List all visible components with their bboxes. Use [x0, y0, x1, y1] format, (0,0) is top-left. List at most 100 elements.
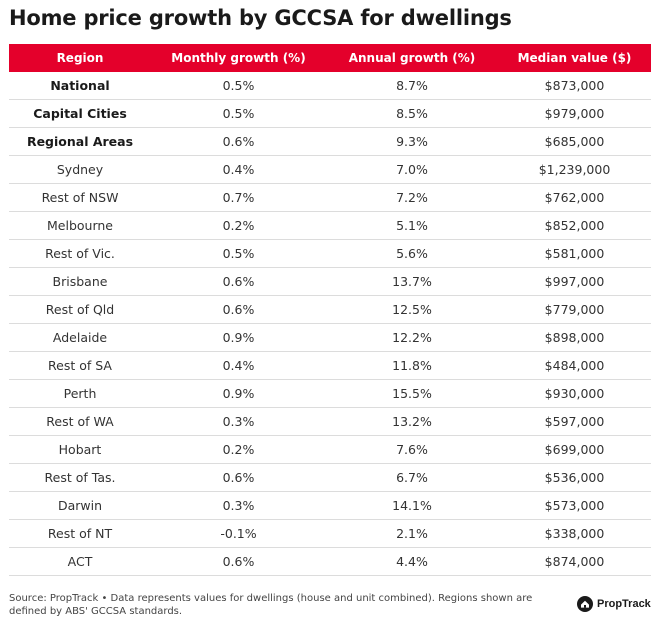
region-cell: National	[9, 72, 151, 100]
region-cell: Darwin	[9, 491, 151, 520]
annual-growth-cell: 7.6%	[326, 435, 498, 464]
table-row: Melbourne 0.2% 5.1% $852,000	[9, 211, 651, 240]
annual-growth-cell: 15.5%	[326, 379, 498, 408]
annual-growth-cell: 12.2%	[326, 323, 498, 352]
region-cell: Rest of WA	[9, 407, 151, 436]
monthly-growth-cell: 0.7%	[151, 183, 326, 212]
monthly-growth-cell: 0.6%	[151, 127, 326, 156]
annual-growth-cell: 14.1%	[326, 491, 498, 520]
table-row: Regional Areas 0.6% 9.3% $685,000	[9, 127, 651, 156]
column-header-annual-growth: Annual growth (%)	[326, 44, 498, 72]
annual-growth-cell: 12.5%	[326, 295, 498, 324]
table-row: Rest of NT -0.1% 2.1% $338,000	[9, 519, 651, 548]
median-value-cell: $581,000	[498, 239, 651, 268]
region-cell: Adelaide	[9, 323, 151, 352]
annual-growth-cell: 6.7%	[326, 463, 498, 492]
table-row: Rest of WA 0.3% 13.2% $597,000	[9, 407, 651, 436]
table-row: Rest of Tas. 0.6% 6.7% $536,000	[9, 463, 651, 492]
region-cell: Rest of SA	[9, 351, 151, 380]
annual-growth-cell: 11.8%	[326, 351, 498, 380]
monthly-growth-cell: 0.4%	[151, 351, 326, 380]
region-cell: ACT	[9, 547, 151, 576]
median-value-cell: $699,000	[498, 435, 651, 464]
median-value-cell: $536,000	[498, 463, 651, 492]
table-row: Brisbane 0.6% 13.7% $997,000	[9, 267, 651, 296]
table-row: Adelaide 0.9% 12.2% $898,000	[9, 323, 651, 352]
monthly-growth-cell: 0.9%	[151, 379, 326, 408]
table-row: Hobart 0.2% 7.6% $699,000	[9, 435, 651, 464]
monthly-growth-cell: 0.6%	[151, 547, 326, 576]
region-cell: Rest of NT	[9, 519, 151, 548]
annual-growth-cell: 7.2%	[326, 183, 498, 212]
table-row: Rest of NSW 0.7% 7.2% $762,000	[9, 183, 651, 212]
annual-growth-cell: 4.4%	[326, 547, 498, 576]
monthly-growth-cell: 0.5%	[151, 99, 326, 128]
annual-growth-cell: 7.0%	[326, 155, 498, 184]
median-value-cell: $597,000	[498, 407, 651, 436]
median-value-cell: $898,000	[498, 323, 651, 352]
column-header-region: Region	[9, 44, 151, 72]
region-cell: Perth	[9, 379, 151, 408]
monthly-growth-cell: 0.5%	[151, 239, 326, 268]
table-body: National 0.5% 8.7% $873,000 Capital Cities 0.…	[9, 72, 651, 576]
region-cell: Rest of NSW	[9, 183, 151, 212]
annual-growth-cell: 8.5%	[326, 99, 498, 128]
annual-growth-cell: 8.7%	[326, 72, 498, 100]
region-cell: Rest of Vic.	[9, 239, 151, 268]
monthly-growth-cell: 0.3%	[151, 407, 326, 436]
annual-growth-cell: 13.2%	[326, 407, 498, 436]
page-title: Home price growth by GCCSA for dwellings	[9, 6, 512, 30]
region-cell: Rest of Tas.	[9, 463, 151, 492]
annual-growth-cell: 2.1%	[326, 519, 498, 548]
region-cell: Sydney	[9, 155, 151, 184]
table-header-row: Region Monthly growth (%) Annual growth …	[9, 44, 651, 72]
monthly-growth-cell: 0.4%	[151, 155, 326, 184]
table-row: Rest of SA 0.4% 11.8% $484,000	[9, 351, 651, 380]
table-row: Rest of Qld 0.6% 12.5% $779,000	[9, 295, 651, 324]
median-value-cell: $997,000	[498, 267, 651, 296]
monthly-growth-cell: 0.9%	[151, 323, 326, 352]
region-cell: Rest of Qld	[9, 295, 151, 324]
table-row: Capital Cities 0.5% 8.5% $979,000	[9, 99, 651, 128]
median-value-cell: $930,000	[498, 379, 651, 408]
table-row: Rest of Vic. 0.5% 5.6% $581,000	[9, 239, 651, 268]
median-value-cell: $573,000	[498, 491, 651, 520]
median-value-cell: $874,000	[498, 547, 651, 576]
median-value-cell: $852,000	[498, 211, 651, 240]
table-header: Region Monthly growth (%) Annual growth …	[9, 44, 651, 72]
median-value-cell: $779,000	[498, 295, 651, 324]
monthly-growth-cell: 0.3%	[151, 491, 326, 520]
region-cell: Capital Cities	[9, 99, 151, 128]
annual-growth-cell: 13.7%	[326, 267, 498, 296]
monthly-growth-cell: 0.6%	[151, 295, 326, 324]
table-row: Darwin 0.3% 14.1% $573,000	[9, 491, 651, 520]
median-value-cell: $873,000	[498, 72, 651, 100]
monthly-growth-cell: 0.6%	[151, 267, 326, 296]
brand-name: PropTrack	[597, 598, 651, 610]
table-row: Perth 0.9% 15.5% $930,000	[9, 379, 651, 408]
monthly-growth-cell: 0.2%	[151, 211, 326, 240]
table-row: ACT 0.6% 4.4% $874,000	[9, 547, 651, 576]
monthly-growth-cell: -0.1%	[151, 519, 326, 548]
column-header-monthly-growth: Monthly growth (%)	[151, 44, 326, 72]
proptrack-logo-icon	[577, 596, 593, 612]
region-cell: Melbourne	[9, 211, 151, 240]
median-value-cell: $1,239,000	[498, 155, 651, 184]
median-value-cell: $762,000	[498, 183, 651, 212]
monthly-growth-cell: 0.6%	[151, 463, 326, 492]
source-note: Source: PropTrack • Data represents valu…	[9, 593, 533, 617]
median-value-cell: $979,000	[498, 99, 651, 128]
monthly-growth-cell: 0.2%	[151, 435, 326, 464]
brand-logo: PropTrack	[577, 596, 651, 612]
column-header-median-value: Median value ($)	[498, 44, 651, 72]
region-cell: Regional Areas	[9, 127, 151, 156]
table-row: National 0.5% 8.7% $873,000	[9, 72, 651, 100]
median-value-cell: $484,000	[498, 351, 651, 380]
annual-growth-cell: 5.6%	[326, 239, 498, 268]
data-table: Region Monthly growth (%) Annual growth …	[9, 44, 651, 576]
region-cell: Brisbane	[9, 267, 151, 296]
table-row: Sydney 0.4% 7.0% $1,239,000	[9, 155, 651, 184]
annual-growth-cell: 5.1%	[326, 211, 498, 240]
region-cell: Hobart	[9, 435, 151, 464]
annual-growth-cell: 9.3%	[326, 127, 498, 156]
